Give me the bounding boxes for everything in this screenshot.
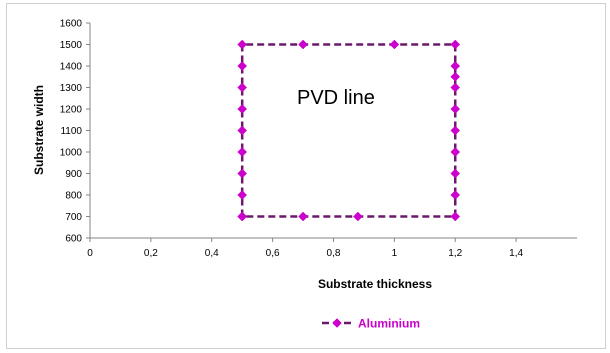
data-point-marker [237, 125, 248, 136]
y-tick-label: 800 [65, 191, 82, 202]
data-point-marker [352, 211, 363, 222]
y-tick-label: 1600 [60, 19, 83, 30]
y-tick-label: 1000 [60, 148, 83, 159]
ticks: 600 700 800 900 1000 1100 1200 1300 1400 1500 1600… [60, 19, 524, 260]
x-tick-label: 0,6 [266, 248, 280, 259]
y-tick-label: 1500 [60, 40, 83, 51]
x-tick-label: 1,2 [448, 248, 462, 259]
data-point-marker [237, 61, 248, 71]
x-tick-label: 0,4 [205, 248, 219, 259]
series-layer [237, 39, 461, 222]
y-tick-label: 1400 [60, 62, 83, 73]
data-point-marker [237, 147, 248, 157]
data-point-marker [450, 71, 461, 82]
data-point-marker [237, 82, 248, 93]
data-point-marker [450, 168, 461, 179]
data-point-marker [450, 61, 461, 71]
x-tick-label: 0,8 [327, 248, 341, 259]
axes [89, 23, 577, 239]
data-point-marker [237, 211, 248, 222]
data-point-marker [237, 39, 248, 50]
data-point-marker [389, 39, 400, 50]
x-tick-label: 0,2 [144, 248, 158, 259]
data-point-marker [450, 82, 461, 93]
data-point-marker [237, 168, 248, 179]
data-point-marker [237, 190, 248, 200]
y-tick-label: 700 [65, 212, 82, 223]
legend: Aluminium [322, 317, 420, 331]
x-tick-label: 1,4 [509, 248, 523, 259]
series-line-aluminium [240, 43, 457, 218]
data-point-marker [450, 104, 461, 114]
legend-marker [332, 318, 342, 328]
x-axis-title: Substrate thickness [318, 277, 432, 291]
y-tick-label: 900 [65, 169, 82, 180]
y-tick-label: 1100 [60, 126, 82, 137]
data-point-marker [450, 39, 461, 50]
chart-frame [6, 3, 606, 349]
data-point-marker [237, 104, 248, 114]
y-axis-title: Substrate width [32, 85, 46, 175]
data-point-marker [450, 211, 461, 222]
legend-label-aluminium: Aluminium [358, 317, 420, 331]
x-tick-label: 1 [392, 248, 398, 259]
data-point-marker [298, 39, 308, 50]
y-tick-label: 1300 [60, 83, 83, 94]
pvd-line-annotation: PVD line [297, 87, 375, 109]
data-point-marker [450, 125, 461, 136]
data-point-marker [298, 211, 308, 222]
data-point-marker [450, 190, 461, 200]
y-tick-label: 600 [65, 234, 82, 245]
x-tick-label: 0 [87, 248, 93, 259]
y-tick-label: 1200 [60, 105, 83, 116]
data-point-marker [450, 147, 461, 157]
